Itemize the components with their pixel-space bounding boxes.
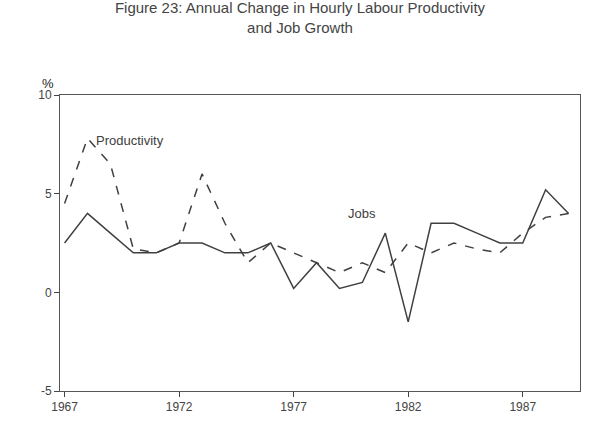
svg-text:1967: 1967 [51, 400, 78, 414]
svg-text:Productivity: Productivity [96, 133, 164, 148]
svg-text:1987: 1987 [509, 400, 536, 414]
svg-text:10: 10 [38, 88, 52, 102]
svg-text:%: % [42, 76, 54, 91]
svg-text:1972: 1972 [166, 400, 193, 414]
svg-text:5: 5 [45, 187, 52, 201]
svg-text:1977: 1977 [280, 400, 307, 414]
svg-text:Figure 23: Annual Change in Ho: Figure 23: Annual Change in Hourly Labou… [115, 0, 486, 36]
svg-text:0: 0 [45, 286, 52, 300]
svg-text:Jobs: Jobs [348, 206, 376, 221]
svg-text:-5: -5 [41, 384, 52, 398]
svg-text:1982: 1982 [395, 400, 422, 414]
